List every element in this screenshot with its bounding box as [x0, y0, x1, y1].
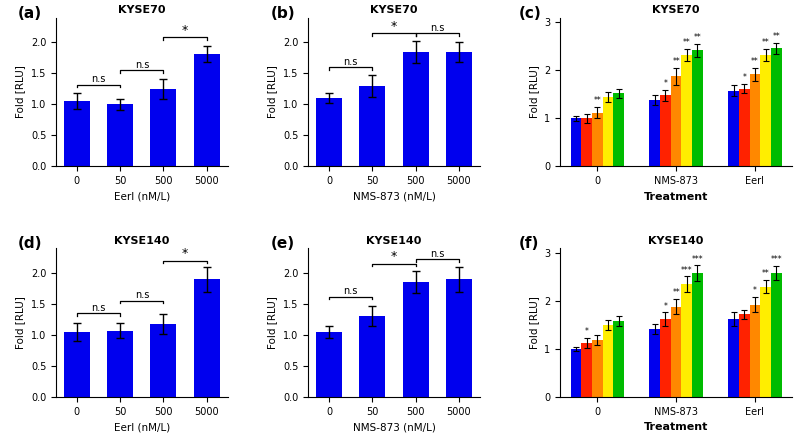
Text: (e): (e) [270, 236, 294, 251]
Bar [771, 273, 782, 397]
X-axis label: Treatment: Treatment [644, 192, 708, 202]
Bar [728, 319, 739, 397]
Bar [359, 86, 386, 166]
Text: **: ** [762, 269, 770, 278]
X-axis label: NMS-873 (nM/L): NMS-873 (nM/L) [353, 192, 435, 202]
Text: *: * [585, 328, 589, 336]
Bar [614, 321, 624, 397]
Bar [682, 55, 692, 166]
Text: *: * [182, 247, 188, 260]
Text: **: ** [751, 56, 759, 66]
Y-axis label: Fold [RLU]: Fold [RLU] [267, 66, 278, 119]
Bar [316, 98, 342, 166]
Bar [582, 343, 592, 397]
Bar [446, 279, 472, 397]
Title: KYSE70: KYSE70 [652, 5, 700, 15]
Bar [650, 100, 660, 166]
Text: n.s: n.s [343, 56, 358, 67]
Bar [359, 316, 386, 397]
Text: *: * [753, 286, 757, 295]
Bar [316, 332, 342, 397]
Text: (b): (b) [270, 6, 295, 21]
X-axis label: Eerl (nM/L): Eerl (nM/L) [114, 192, 170, 202]
Text: **: ** [694, 33, 702, 41]
Bar [402, 282, 429, 397]
Text: *: * [742, 73, 746, 82]
Bar [592, 340, 602, 397]
X-axis label: Eerl (nM/L): Eerl (nM/L) [114, 422, 170, 432]
Bar [582, 118, 592, 166]
Bar [771, 49, 782, 166]
Y-axis label: Fold [RLU]: Fold [RLU] [15, 66, 26, 119]
Bar [760, 287, 771, 397]
Text: *: * [663, 78, 667, 88]
Title: KYSE70: KYSE70 [118, 5, 166, 15]
Y-axis label: Fold [RLU]: Fold [RLU] [529, 296, 538, 349]
Text: *: * [182, 24, 188, 37]
Text: **: ** [672, 56, 680, 66]
Bar [650, 329, 660, 397]
Bar [570, 349, 582, 397]
Bar [402, 52, 429, 166]
Text: (c): (c) [518, 6, 542, 21]
Bar [682, 284, 692, 397]
Text: ***: *** [692, 254, 703, 264]
Text: n.s: n.s [91, 74, 106, 84]
Text: **: ** [683, 38, 690, 47]
Bar [660, 95, 671, 166]
Bar [660, 319, 671, 397]
Y-axis label: Fold [RLU]: Fold [RLU] [267, 296, 278, 349]
Text: **: ** [672, 288, 680, 297]
Bar [760, 55, 771, 166]
Bar [692, 50, 702, 166]
X-axis label: Treatment: Treatment [644, 422, 708, 432]
Bar [446, 52, 472, 166]
Text: *: * [391, 19, 397, 33]
Bar [194, 54, 220, 166]
Title: KYSE140: KYSE140 [366, 236, 422, 246]
Bar [150, 89, 177, 166]
Bar [671, 306, 682, 397]
Text: n.s: n.s [91, 303, 106, 313]
Bar [739, 314, 750, 397]
Text: ***: *** [770, 255, 782, 265]
Text: ***: *** [681, 265, 693, 275]
Bar [728, 90, 739, 166]
X-axis label: NMS-873 (nM/L): NMS-873 (nM/L) [353, 422, 435, 432]
Bar [107, 331, 133, 397]
Bar [750, 74, 760, 166]
Text: n.s: n.s [134, 60, 149, 70]
Bar [570, 118, 582, 166]
Bar [150, 324, 177, 397]
Text: **: ** [594, 96, 602, 105]
Bar [692, 273, 702, 397]
Title: KYSE70: KYSE70 [370, 5, 418, 15]
Y-axis label: Fold [RLU]: Fold [RLU] [529, 66, 538, 119]
Bar [739, 89, 750, 166]
Text: (d): (d) [18, 236, 42, 251]
Text: n.s: n.s [134, 290, 149, 300]
Bar [614, 93, 624, 166]
Bar [64, 332, 90, 397]
Bar [194, 279, 220, 397]
Bar [592, 112, 602, 166]
Bar [750, 305, 760, 397]
Text: (f): (f) [518, 236, 539, 251]
Bar [602, 97, 614, 166]
Text: (a): (a) [18, 6, 42, 21]
Text: **: ** [762, 38, 770, 47]
Text: n.s: n.s [430, 249, 445, 259]
Text: *: * [391, 250, 397, 263]
Bar [107, 105, 133, 166]
Text: n.s: n.s [430, 22, 445, 33]
Bar [671, 76, 682, 166]
Y-axis label: Fold [RLU]: Fold [RLU] [15, 296, 26, 349]
Title: KYSE140: KYSE140 [649, 236, 704, 246]
Title: KYSE140: KYSE140 [114, 236, 170, 246]
Text: *: * [663, 302, 667, 310]
Bar [64, 101, 90, 166]
Text: n.s: n.s [343, 286, 358, 296]
Text: **: ** [772, 32, 780, 41]
Bar [602, 325, 614, 397]
